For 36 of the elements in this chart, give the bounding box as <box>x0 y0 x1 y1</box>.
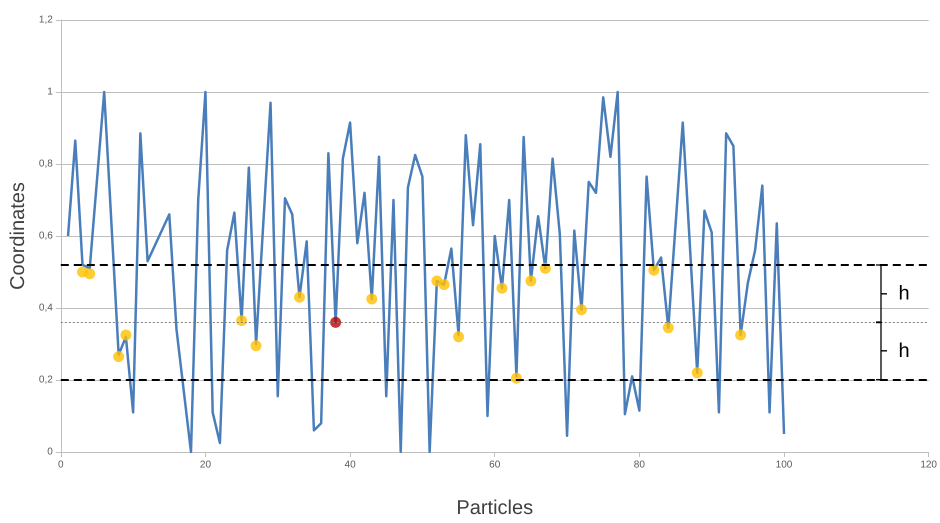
x-tick-label: 100 <box>776 460 793 470</box>
x-axis-title: Particles <box>456 497 534 519</box>
x-tick-label: 60 <box>489 460 501 470</box>
y-tick-label: 0 <box>47 446 54 458</box>
point <box>453 331 464 342</box>
point <box>692 367 703 378</box>
point <box>735 330 746 340</box>
y-tick-label: 1 <box>47 86 54 98</box>
point <box>294 292 305 303</box>
y-tick-label: 0,4 <box>38 302 54 314</box>
y-tick-label: 0,8 <box>38 158 54 170</box>
point <box>236 315 248 326</box>
y-tick-label: 0,6 <box>38 230 54 242</box>
x-tick-label: 0 <box>58 460 64 470</box>
point <box>330 316 342 328</box>
x-tick-label: 80 <box>634 460 646 470</box>
point <box>525 276 536 286</box>
y-tick-label: 1,2 <box>38 14 54 26</box>
point <box>438 279 450 290</box>
point <box>120 330 132 340</box>
x-tick-label: 20 <box>200 460 212 470</box>
point <box>250 340 262 352</box>
annotation: h <box>898 340 910 362</box>
x-tick-label: 120 <box>920 460 938 470</box>
annotation: h <box>898 282 910 305</box>
point <box>648 264 660 276</box>
point <box>662 322 674 334</box>
x-tick-label: 40 <box>344 460 356 470</box>
line-series <box>66 90 786 454</box>
y-tick-label: 0,2 <box>38 374 54 386</box>
point <box>84 268 96 280</box>
point <box>576 304 588 316</box>
point <box>113 351 124 362</box>
y-axis-title: Coordinates <box>7 182 29 290</box>
point <box>366 294 378 304</box>
point <box>496 282 508 294</box>
